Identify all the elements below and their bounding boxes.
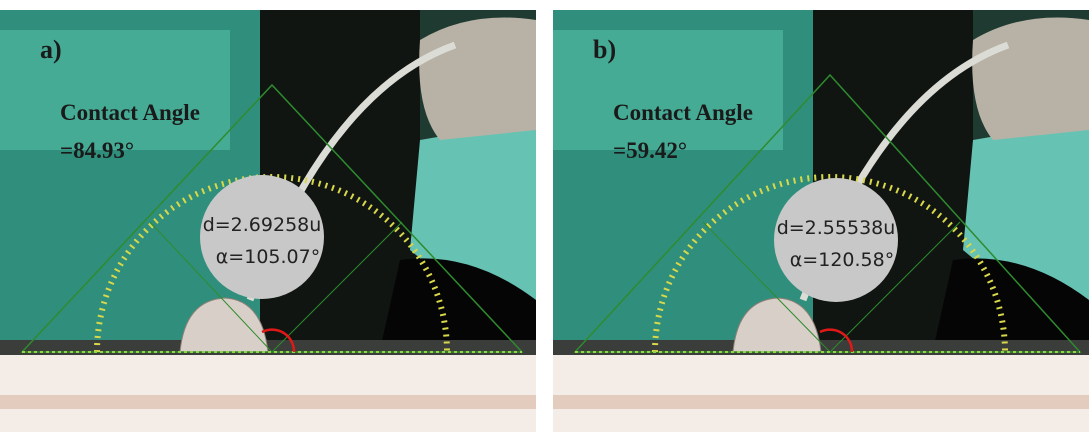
panel: d=2.69258u α=105.07° a) Contact Angle =84.93… (0, 10, 536, 432)
panel-label: b) (593, 35, 616, 64)
figure: d=2.69258u α=105.07° a) Contact Angle =84.93… (0, 0, 1089, 432)
angle-value: =84.93° (60, 138, 134, 163)
alpha-readout: α=120.58° (790, 249, 894, 271)
angle-title: Contact Angle (613, 100, 753, 125)
teal-light (0, 30, 230, 150)
teal-light (553, 30, 783, 150)
panel-label: a) (40, 35, 62, 64)
angle-title: Contact Angle (60, 100, 200, 125)
substrate-stripe (553, 395, 1089, 409)
substrate (0, 355, 536, 432)
distance-readout: d=2.69258u (203, 214, 322, 236)
angle-value: =59.42° (613, 138, 687, 163)
readout-disc (774, 178, 898, 302)
substrate (553, 355, 1089, 432)
readout-disc (200, 175, 324, 299)
needle-holder (972, 18, 1089, 141)
needle-holder (419, 18, 536, 141)
substrate-stripe (0, 395, 536, 409)
distance-readout: d=2.55538u (777, 217, 896, 239)
panel: d=2.55538u α=120.58° b) Contact Angle =59.42… (553, 10, 1089, 432)
alpha-readout: α=105.07° (216, 246, 320, 268)
page: {"panels": [ {"label": "a)", "title": "C… (0, 0, 1089, 432)
